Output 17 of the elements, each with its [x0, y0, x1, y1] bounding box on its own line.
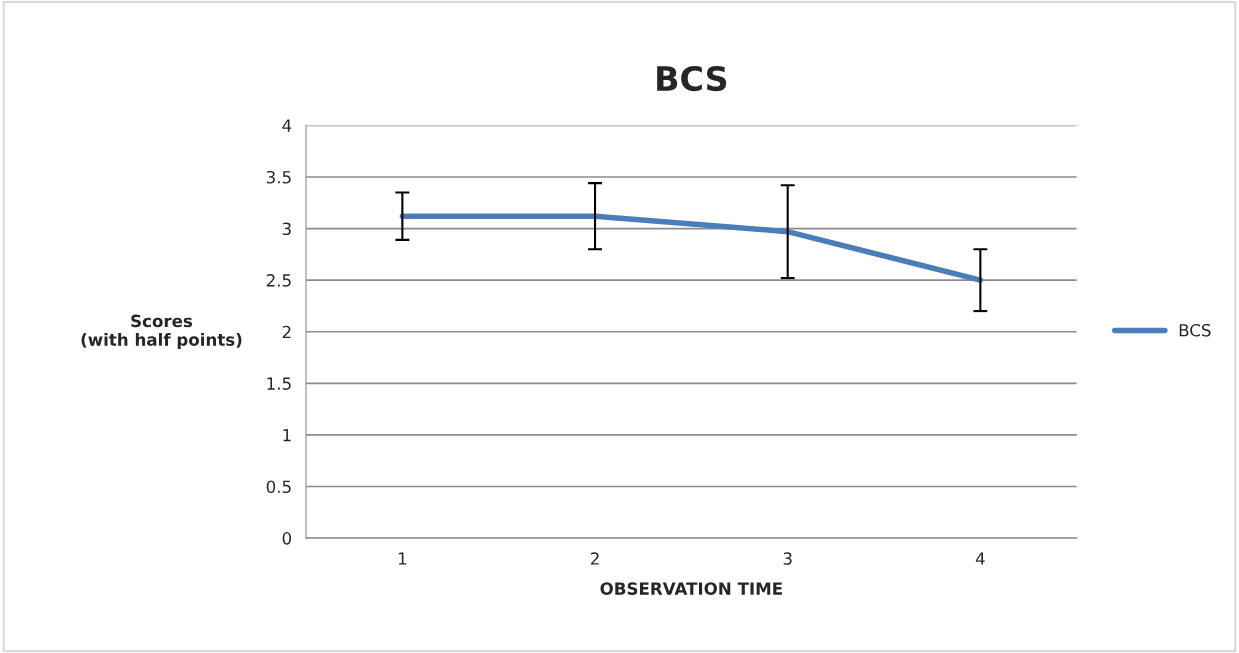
x-tick-label: 4: [975, 552, 985, 565]
x-tick-label: 2: [590, 552, 599, 565]
chart-title: BCS: [657, 65, 727, 92]
x-tick-label: 1: [398, 552, 407, 565]
y-axis-title: Scores (with half points): [81, 314, 242, 350]
x-tick-label: 3: [783, 552, 792, 565]
x-axis-title: OBSERVATION TIME: [600, 582, 782, 595]
y-tick-label: 1.5: [267, 377, 291, 390]
y-tick-label: 2: [282, 325, 291, 339]
y-tick-label: 3.5: [266, 170, 291, 184]
y-tick-label: 1: [283, 429, 291, 442]
y-tick-label: 0: [282, 532, 292, 545]
y-tick-label: 3: [282, 222, 291, 236]
y-tick-label: 4: [282, 119, 292, 132]
y-tick-label: 2.5: [266, 274, 291, 287]
legend-label: BCS: [1179, 323, 1211, 337]
y-tick-label: 0.5: [266, 480, 291, 494]
